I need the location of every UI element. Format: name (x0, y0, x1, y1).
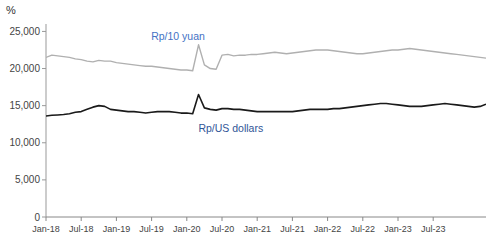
plot-area (46, 45, 486, 116)
x-tick (151, 217, 152, 221)
x-tick-label: Jul-23 (421, 224, 446, 234)
x-tick (186, 217, 187, 221)
y-tick-label: 5,000 (15, 174, 40, 185)
y-tick (42, 179, 46, 180)
y-tick (42, 105, 46, 106)
x-tick-label: Jan-23 (384, 224, 412, 234)
y-tick-label: 20,000 (9, 63, 40, 74)
x-tick (433, 217, 434, 221)
x-tick-label: Jan-20 (173, 224, 201, 234)
x-tick (362, 217, 363, 221)
x-tick-label: Jan-18 (32, 224, 60, 234)
x-tick (116, 217, 117, 221)
y-tick (42, 142, 46, 143)
y-tick-label: 10,000 (9, 137, 40, 148)
series-label: Rp/10 yuan (151, 30, 205, 42)
y-axis-label: % (6, 4, 16, 16)
x-tick (81, 217, 82, 221)
x-tick-label: Jul-18 (69, 224, 94, 234)
y-tick (42, 68, 46, 69)
y-tick-label: 15,000 (9, 100, 40, 111)
y-tick-label: 25,000 (9, 26, 40, 37)
y-tick (42, 217, 46, 218)
y-axis-line (46, 24, 47, 217)
series-line (46, 45, 486, 71)
x-tick-label: Jul-19 (139, 224, 164, 234)
x-tick-label: Jan-21 (243, 224, 271, 234)
x-tick (46, 217, 47, 221)
series-line (46, 95, 486, 117)
series-label: Rp/US dollars (198, 122, 263, 134)
x-tick-label: Jul-20 (210, 224, 235, 234)
x-tick-label: Jan-19 (103, 224, 131, 234)
x-tick (327, 217, 328, 221)
chart: 0 5,000 10,000 15,000 20,000 25,000% Jan-18 Jul… (0, 0, 500, 243)
x-axis-line (46, 217, 486, 218)
y-tick (42, 31, 46, 32)
y-tick-label: 0 (34, 212, 40, 223)
x-tick (398, 217, 399, 221)
x-tick-label: Jan-22 (314, 224, 342, 234)
x-tick-label: Jul-22 (351, 224, 376, 234)
x-tick (222, 217, 223, 221)
x-tick (257, 217, 258, 221)
x-tick (292, 217, 293, 221)
x-tick-label: Jul-21 (280, 224, 305, 234)
